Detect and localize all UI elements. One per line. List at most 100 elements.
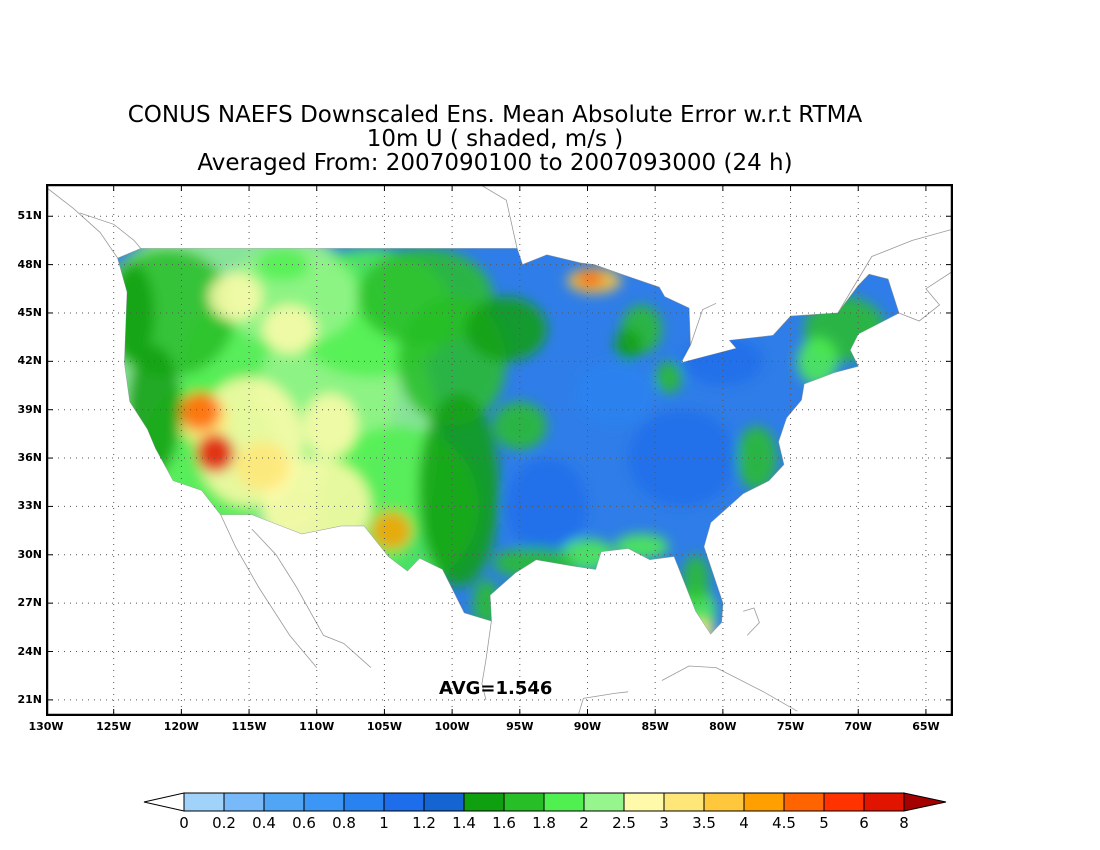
average-label: AVG=1.546	[439, 678, 552, 699]
error-field-patch	[492, 401, 547, 450]
colorbar-swatch	[183, 792, 225, 812]
colorbar-swatch	[503, 792, 545, 812]
error-field-patch	[180, 392, 221, 431]
map-title: CONUS NAEFS Downscaled Ens. Mean Absolut…	[127, 102, 863, 128]
colorbar-tick-label: 0	[179, 814, 189, 832]
coastline-segment	[837, 228, 953, 314]
error-field-patch	[235, 441, 290, 491]
map-subtitle-period: Averaged From: 2007090100 to 2007093000 …	[197, 150, 793, 176]
error-field-patch	[574, 361, 656, 426]
lon-tick-label: 100W	[434, 720, 470, 733]
colorbar-tick-label: 5	[819, 814, 829, 832]
error-field-patch	[418, 393, 500, 587]
colorbar-swatch	[343, 792, 385, 812]
colorbar-swatch	[583, 792, 625, 812]
lon-tick-label: 75W	[776, 720, 805, 733]
colorbar-tick-label: 3.5	[692, 814, 716, 832]
lat-tick-label: 48N	[17, 257, 42, 271]
colorbar-over-arrow	[903, 792, 947, 812]
lon-tick-label: 130W	[28, 720, 64, 733]
lon-tick-label: 85W	[641, 720, 669, 733]
error-field-patch	[797, 337, 838, 386]
lon-tick-label: 70W	[844, 720, 872, 733]
colorbar-swatch	[743, 792, 785, 812]
colorbar-tick-label: 4.5	[772, 814, 796, 832]
colorbar-tick-label: 8	[899, 814, 909, 832]
lon-tick-label: 120W	[163, 720, 199, 733]
lon-tick-label: 125W	[96, 720, 132, 733]
coastline-segment	[898, 270, 953, 322]
lon-tick-label: 95W	[506, 720, 534, 733]
colorbar-swatch	[703, 792, 745, 812]
lon-tick-label: 115W	[231, 720, 267, 733]
error-field-patch	[465, 296, 547, 362]
error-field-patch	[196, 433, 235, 473]
lon-tick-label: 105W	[366, 720, 402, 733]
colorbar-tick-label: 0.2	[212, 814, 236, 832]
lat-tick-label: 33N	[17, 499, 42, 513]
coastline-segment	[481, 620, 492, 700]
error-field-patch	[370, 511, 412, 550]
colorbar-tick-label: 1	[379, 814, 389, 832]
colorbar-tick-label: 1.4	[452, 814, 476, 832]
colorbar-swatch	[543, 792, 585, 812]
lon-tick-label: 65W	[912, 720, 940, 733]
lon-tick-label: 110W	[299, 720, 335, 733]
colorbar-swatch	[783, 792, 825, 812]
error-field-patch	[255, 248, 310, 281]
error-field-patch	[262, 304, 317, 354]
colorbar-tick-label: 0.6	[292, 814, 316, 832]
colorbar-swatch	[663, 792, 705, 812]
error-field-patch	[222, 248, 358, 346]
colorbar-swatch	[303, 792, 345, 812]
lat-tick-label: 36N	[17, 451, 42, 465]
colorbar-tick-label: 2	[579, 814, 589, 832]
map-subtitle-variable: 10m U ( shaded, m/s )	[366, 126, 624, 152]
lon-tick-label: 80W	[709, 720, 737, 733]
error-field-patch	[614, 329, 642, 362]
lat-tick-label: 24N	[17, 644, 42, 658]
shaded-error-field	[117, 248, 899, 634]
colorbar-tick-label: 3	[659, 814, 669, 832]
lat-tick-label: 39N	[17, 402, 42, 416]
lat-tick-label: 21N	[17, 692, 42, 706]
lat-tick-label: 45N	[17, 305, 42, 319]
colorbar-swatch	[623, 792, 665, 812]
colorbar-swatch	[383, 792, 425, 812]
colorbar-tick-label: 0.8	[332, 814, 356, 832]
colorbar-swatch	[423, 792, 465, 812]
coastline-segment	[220, 514, 318, 668]
colorbar-tick-label: 1.8	[532, 814, 556, 832]
colorbar-swatch	[263, 792, 305, 812]
colorbar-tick-label: 6	[859, 814, 869, 832]
error-field-patch	[655, 361, 683, 394]
colorbar-under-arrow	[143, 792, 185, 812]
map-plot-area: AVG=1.546	[46, 184, 953, 716]
coastline-segment	[46, 186, 119, 259]
colorbar-tick-label: 4	[739, 814, 749, 832]
colorbar-tick-label: 1.6	[492, 814, 516, 832]
lat-tick-label: 30N	[17, 547, 42, 561]
coastline-segment	[577, 691, 629, 716]
colorbar-swatch	[463, 792, 505, 812]
lat-tick-label: 42N	[17, 354, 42, 368]
lon-tick-label: 90W	[573, 720, 602, 733]
error-field-patch	[506, 458, 588, 555]
error-field-patch	[736, 425, 777, 491]
lat-tick-label: 27N	[17, 596, 42, 610]
coastline-segment	[79, 212, 142, 249]
lat-tick-label: 51N	[17, 209, 42, 223]
colorbar-swatch	[823, 792, 865, 812]
map-frame-border	[46, 184, 953, 716]
colorbar-swatch	[863, 792, 905, 812]
error-field-patch	[682, 554, 710, 604]
error-field-patch	[303, 393, 358, 458]
colorbar-tick-label: 1.2	[412, 814, 436, 832]
error-field-patch	[576, 271, 604, 288]
coastline-segment	[743, 607, 760, 636]
coastline-segment	[251, 528, 372, 668]
colorbar-swatch	[223, 792, 265, 812]
colorbar-tick-label: 2.5	[612, 814, 636, 832]
coastline-segment	[661, 665, 798, 712]
colorbar-tick-label: 0.4	[252, 814, 276, 832]
